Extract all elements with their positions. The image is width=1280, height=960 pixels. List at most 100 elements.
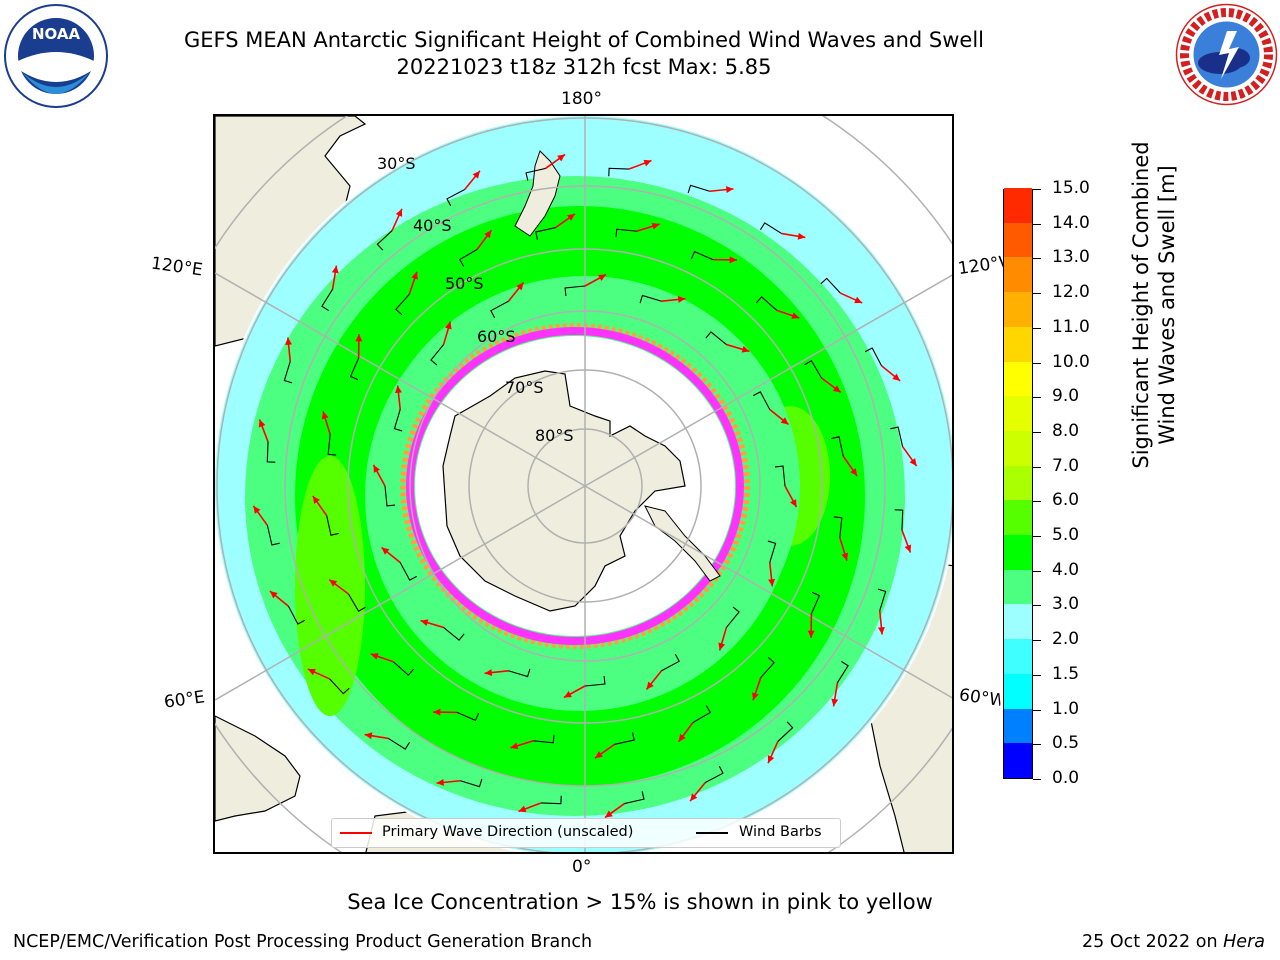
colorbar-segment [1004, 291, 1032, 327]
wave-direction-arrowhead [411, 271, 418, 280]
lon-label-60e: 60°E [162, 687, 207, 713]
wave-direction-arrowhead [841, 552, 849, 561]
wind-barb [283, 361, 293, 384]
wave-direction-arrowhead [909, 458, 917, 467]
colorbar-tick [1033, 258, 1041, 260]
wind-barb [755, 296, 777, 311]
wave-direction-arrowhead [510, 742, 519, 750]
colorbar-segment [1004, 465, 1032, 501]
wave-direction-arrowhead [518, 805, 527, 813]
colorbar-tick [1033, 779, 1041, 780]
wind-barb [266, 525, 280, 546]
wind-barb [349, 357, 360, 381]
wind-barb [833, 516, 843, 538]
wave-direction-arrowhead [444, 321, 452, 330]
colorbar-tick-label: 11.0 [1052, 316, 1090, 337]
wind-barb [705, 765, 724, 784]
colorbar-tick-label: 1.0 [1052, 698, 1080, 719]
legend-swatch-wave-direction [340, 832, 372, 834]
colorbar-segment [1004, 569, 1032, 605]
colorbar-segment [1004, 742, 1032, 778]
lon-label-120w: 120°W [956, 252, 1005, 280]
wind-barb [321, 289, 334, 312]
colorbar-tick [1033, 362, 1041, 364]
colorbar-tick [1033, 709, 1041, 711]
colorbar-tick-label: 7.0 [1052, 455, 1080, 476]
legend-label-wave-direction: Primary Wave Direction (unscaled) [382, 824, 634, 840]
colorbar-tick-label: 9.0 [1052, 386, 1080, 407]
wave-direction-arrowhead [643, 159, 652, 167]
wave-direction-arrowhead [831, 698, 839, 707]
colorbar-segment [1004, 673, 1032, 709]
wave-and-wind-vectors [252, 153, 918, 819]
wave-direction-arrowhead [677, 295, 686, 303]
colorbar-segment [1004, 638, 1032, 674]
colorbar [1003, 187, 1033, 779]
swh-5-6m-west [295, 456, 365, 716]
wind-barb [767, 540, 777, 563]
colorbar-tick-label: 13.0 [1052, 247, 1090, 268]
wind-barb [831, 436, 844, 457]
wave-direction-arrowhead [854, 296, 863, 304]
map-legend: Primary Wave Direction (unscaled) Wind B… [331, 818, 841, 848]
wave-direction-arrowhead [807, 630, 815, 638]
wind-barb [525, 167, 546, 181]
wave-direction-arrowhead [725, 186, 734, 194]
wave-direction-arrowhead [718, 642, 726, 651]
wind-barb [388, 737, 411, 750]
colorbar-tick-label: 5.0 [1052, 525, 1080, 546]
lat-label-80s: 80°S [535, 426, 574, 445]
colorbar-tick-label: 0.0 [1052, 768, 1080, 788]
wave-direction-arrowhead [312, 496, 320, 504]
chart-title: GEFS MEAN Antarctic Significant Height o… [183, 28, 985, 52]
colorbar-segment [1004, 534, 1032, 570]
colorbar-tick-label: 4.0 [1052, 559, 1080, 580]
colorbar-tick [1033, 431, 1041, 433]
wave-direction-arrowhead [285, 337, 293, 346]
colorbar-tick-label: 12.0 [1052, 282, 1090, 303]
wind-barb [705, 331, 727, 346]
wave-direction-arrowhead [355, 334, 363, 342]
lat-label-30s: 30°S [377, 154, 416, 173]
wind-barb [690, 250, 714, 261]
antarctic-peninsula [644, 505, 721, 582]
map-panel: 30°S 40°S 50°S 60°S 70°S 80°S [213, 114, 954, 854]
wind-barb [864, 347, 883, 366]
wave-direction-arrowhead [832, 385, 841, 393]
wave-direction-arrowhead [329, 579, 338, 587]
wind-barb [393, 661, 415, 676]
wave-direction-arrowhead [484, 669, 493, 677]
wind-barb [329, 678, 350, 695]
lon-label-120e: 120°E [149, 253, 204, 281]
wave-direction-arrowhead [321, 411, 329, 420]
wave-direction-arrowhead [791, 312, 800, 319]
colorbar-tick [1033, 397, 1041, 399]
wave-direction-arrowhead [394, 385, 402, 394]
noaa-logo-text: NOAA [32, 25, 81, 43]
africa-landmass [215, 715, 301, 822]
nws-logo [1175, 3, 1278, 106]
colorbar-segment [1004, 256, 1032, 293]
wave-direction-arrowhead [567, 213, 575, 221]
wave-direction-arrowhead [331, 265, 339, 274]
colorbar-segment [1004, 222, 1032, 258]
colorbar-segment [1004, 499, 1032, 536]
wave-direction-arrowhead [307, 668, 316, 676]
wind-barb [615, 228, 637, 238]
wind-barb [348, 593, 366, 613]
longitude-lines [215, 116, 952, 852]
colorbar-segment [1004, 187, 1032, 223]
colorbar-tick-label: 10.0 [1052, 351, 1090, 372]
colorbar-tick [1033, 570, 1041, 572]
wind-barb [804, 359, 822, 379]
lat-label-60s: 60°S [477, 327, 516, 346]
colorbar-tick-label: 8.0 [1052, 420, 1080, 441]
wind-barb [774, 465, 786, 487]
wind-barb [458, 249, 478, 267]
colorbar-segment [1004, 395, 1032, 431]
wind-barb [639, 294, 662, 304]
wave-direction-arrowhead [768, 578, 776, 587]
wave-direction-arrowhead [729, 256, 737, 264]
wave-direction-arrowhead [850, 468, 858, 476]
wave-direction-arrowhead [269, 591, 278, 599]
